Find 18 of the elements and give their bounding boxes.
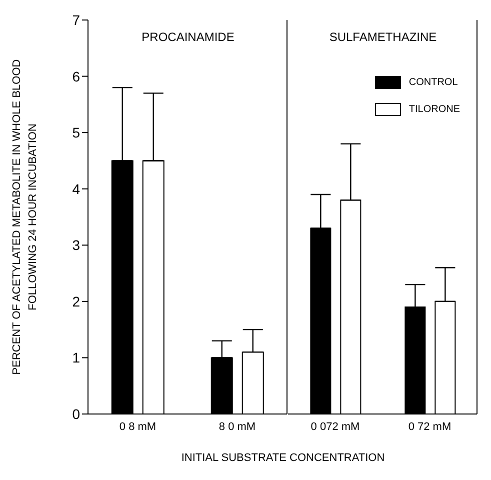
text: PROCAINAMIDE (140, 30, 236, 44)
text: SULFAMETHAZINE (328, 30, 438, 44)
y-tick-label: 5 (72, 124, 80, 141)
y-tick-label: 6 (72, 68, 80, 84)
y-tick-label: 3 (72, 237, 80, 254)
y-tick-label: 2 (72, 293, 80, 310)
x-tick-label: 8 0 mM (218, 420, 256, 433)
x-axis-title: INITIAL SUBSTRATE CONCENTRATION (180, 452, 386, 464)
x-tick-label: 0 72 mM (408, 420, 452, 433)
y-tick-label: 7 (72, 12, 80, 28)
legend-label: CONTROL (408, 77, 458, 88)
y-tick-label: 4 (72, 180, 80, 197)
y-tick-label: 1 (72, 350, 80, 366)
x-tick-label: 0 072 mM (310, 420, 360, 433)
legend-label: TILORONE (408, 104, 460, 115)
y-tick-label: 0 (72, 406, 80, 422)
x-tick-label: 0 8 mM (119, 420, 156, 433)
y-axis-title: PERCENT OF ACETYLATED METABOLITE IN WHOLE BLOOD FOLLOWING 24 HOUR INCUBATION (11, 59, 39, 375)
